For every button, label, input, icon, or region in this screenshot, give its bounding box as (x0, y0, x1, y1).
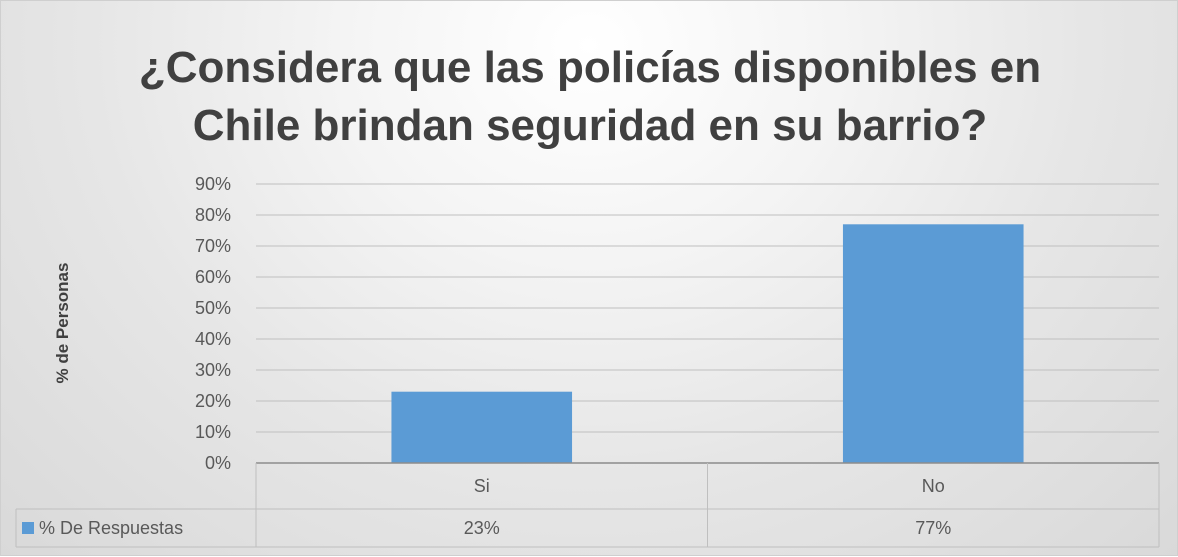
y-tick-label-20: 20% (195, 391, 231, 411)
y-tick-label-30: 30% (195, 360, 231, 380)
data-table-value-no: 77% (915, 518, 951, 538)
y-tick-label-50: 50% (195, 298, 231, 318)
y-tick-label-60: 60% (195, 267, 231, 287)
y-tick-label-10: 10% (195, 422, 231, 442)
legend-label: % De Respuestas (39, 518, 183, 538)
y-tick-label-80: 80% (195, 205, 231, 225)
y-tick-label-70: 70% (195, 236, 231, 256)
category-label-si: Si (474, 476, 490, 496)
bar-no (842, 224, 1024, 463)
data-table-value-si: 23% (464, 518, 500, 538)
legend-swatch (22, 522, 34, 534)
y-tick-label-90: 90% (195, 174, 231, 194)
chart-title-line-2: Chile brindan seguridad en su barrio? (192, 101, 988, 150)
chart-title: ¿Considera que las policías disponibles … (1, 39, 1178, 155)
category-label-no: No (922, 476, 945, 496)
y-tick-label-40: 40% (195, 329, 231, 349)
chart-title-line-1: ¿Considera que las policías disponibles … (138, 43, 1042, 92)
bar-si (391, 391, 573, 463)
y-tick-label-0: 0% (205, 453, 231, 473)
